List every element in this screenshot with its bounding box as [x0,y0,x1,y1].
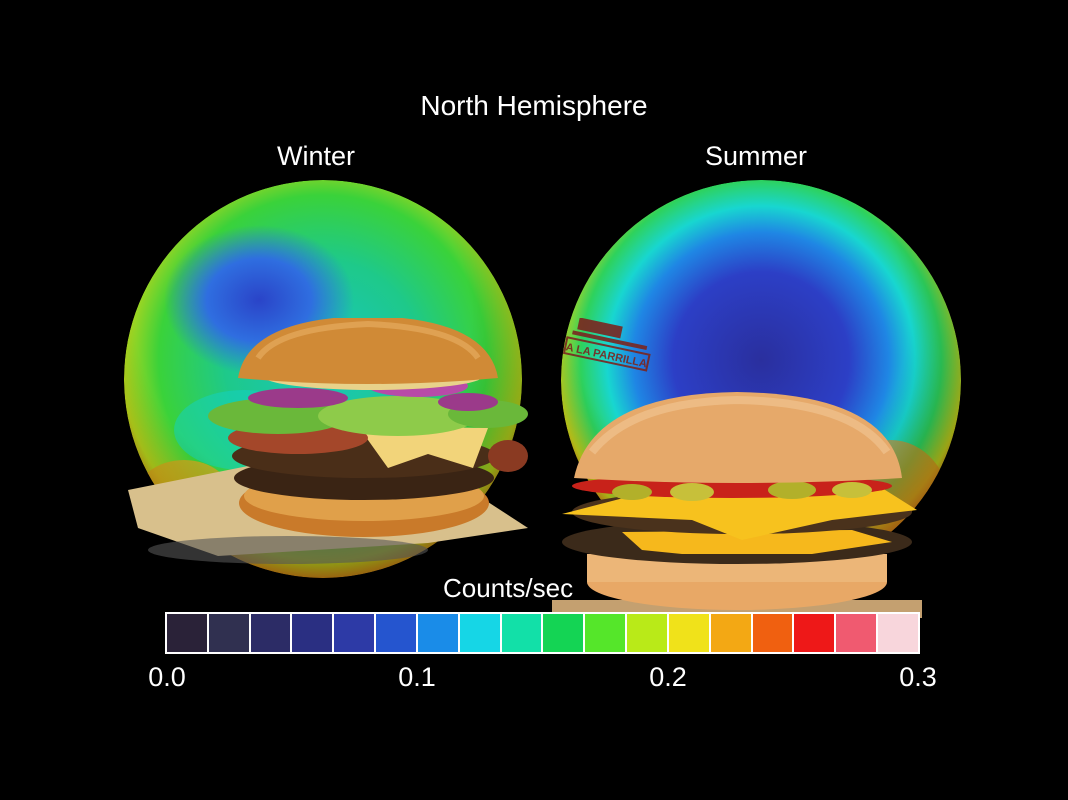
colorbar-segment [417,614,460,652]
colorbar-segment [501,614,544,652]
colorbar-segment [292,614,335,652]
colorbar-segment [334,614,377,652]
colorbar-segment [710,614,753,652]
colorbar-segment [794,614,837,652]
colorbar-segment [459,614,502,652]
colorbar-segment [627,614,669,652]
colorbar-tick-2: 0.2 [649,662,687,692]
colorbar-tick-0: 0.0 [148,662,186,692]
colorbar-segment [250,614,293,652]
colorbar-segment [836,614,879,652]
colorbar-segment [208,614,251,652]
colorbar-segment [543,614,586,652]
colorbar-label: Counts/sec [443,573,574,603]
panel-label-summer: Summer [705,141,808,171]
colorbar-tick-1: 0.1 [398,662,436,692]
burger-left-image [128,316,540,568]
colorbar [165,612,920,654]
colorbar-segment [752,614,795,652]
burger-right-image [552,392,922,618]
figure-title: North Hemisphere [420,90,648,121]
colorbar-segment [878,614,918,652]
colorbar-segment [376,614,418,652]
panel-label-winter: Winter [277,141,356,171]
colorbar-segment [668,614,711,652]
colorbar-segment [585,614,628,652]
parrilla-stamp: A LA PARRILLA [560,317,656,378]
colorbar-segment [167,614,209,652]
colorbar-tick-3: 0.3 [899,662,937,692]
